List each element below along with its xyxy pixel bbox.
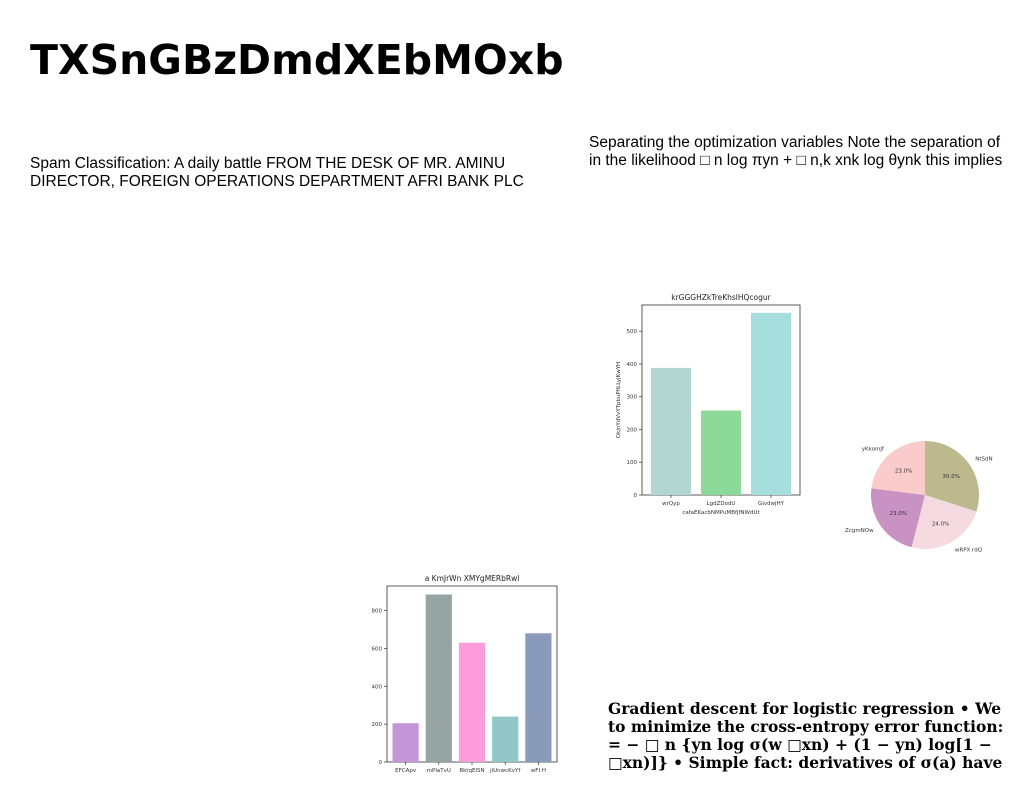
y-tick-label: 100	[627, 460, 638, 466]
pie-slice-label: NtSdN	[975, 456, 992, 462]
y-tick-label: 200	[627, 427, 638, 433]
pie-slice-label: ZcgmNOw	[845, 528, 874, 534]
gradient-descent-text: Gradient descent for logistic regression…	[608, 700, 1024, 772]
x-tick-label: LgdZDodU	[707, 501, 736, 507]
x-tick-label: mPIaTvU	[427, 768, 451, 774]
text-line: Spam Classification: A daily battle FROM…	[30, 155, 506, 172]
text-line: in the likelihood □ n log πyn + □ n,k xn…	[589, 152, 1003, 169]
text-line: to minimize the cross-entropy error func…	[608, 717, 1004, 736]
y-tick-label: 300	[627, 395, 638, 401]
bar-chart-top: krGGGHZkTreKhslHQcogur 0 100 200 300 400 500 wr…	[616, 293, 801, 516]
bar-chart-bottom: a KmJrWn XMYgMERbRwl 0 200 400 600 800 EFCApv m…	[372, 574, 558, 774]
y-axis-label: OkjnYdVvYTpbuPfiLLyjKwYH	[616, 362, 622, 438]
pie-slice	[871, 441, 925, 495]
text-line: Separating the optimization variables No…	[589, 134, 1000, 151]
y-tick-label: 500	[627, 329, 638, 335]
pie-slice	[925, 441, 979, 512]
pie-percent-label: 30.0%	[942, 474, 959, 480]
bar	[425, 594, 452, 762]
x-tick-label: jiUnwcKvYf	[489, 768, 521, 774]
pie-percent-label: 23.0%	[889, 511, 906, 517]
pie-percent-label: 23.0%	[895, 469, 912, 475]
x-tick-label: BktqEISN	[459, 768, 484, 774]
bar	[392, 723, 419, 762]
text-line: = − □ n {yn log σ(w □xn) + (1 − yn) log[…	[608, 735, 992, 754]
bar	[751, 312, 791, 495]
y-tick-label: 800	[372, 609, 383, 615]
bar	[525, 633, 552, 762]
bar	[701, 410, 741, 495]
chart-title: a KmJrWn XMYgMERbRwl	[425, 574, 520, 583]
text-line: DIRECTOR, FOREIGN OPERATIONS DEPARTMENT …	[30, 173, 524, 190]
y-tick-label: 200	[372, 722, 383, 728]
pie-percent-label: 24.0%	[932, 521, 949, 527]
text-line: □xn)]} • Simple fact: derivatives of σ(a…	[608, 753, 1003, 772]
pie-slice-label: yKkomJf	[862, 446, 885, 452]
page-title: TXSnGBzDmdXEbMOxb	[30, 36, 564, 84]
y-tick-label: 600	[372, 646, 383, 652]
pie-slice	[871, 488, 925, 548]
optimization-variables-text: Separating the optimization variables No…	[589, 134, 1024, 170]
x-tick-label: wrQyp	[662, 501, 680, 507]
pie-slice	[911, 495, 977, 549]
y-tick-label: 0	[634, 493, 638, 499]
x-tick-label: EFCApv	[395, 768, 417, 774]
y-tick-label: 400	[627, 362, 638, 368]
pie-chart: 30.0% NtSdN 24.0% wRPX rdQ 23.0% ZcgmNOw 23.0%…	[845, 441, 993, 553]
x-axis-label: cafaEKacbNMPuMBfjfNWdUt	[682, 510, 760, 516]
x-tick-label: wFI H	[531, 768, 546, 774]
chart-title: krGGGHZkTreKhslHQcogur	[671, 293, 771, 302]
x-tick-label: GivdwjHY	[758, 501, 785, 507]
bar	[492, 716, 519, 762]
text-line: Gradient descent for logistic regression…	[608, 699, 1002, 718]
y-tick-label: 0	[379, 760, 383, 766]
pie-slice-label: wRPX rdQ	[955, 547, 983, 553]
bar	[458, 642, 486, 762]
bar	[651, 367, 691, 495]
y-tick-label: 400	[372, 684, 383, 690]
spam-classification-text: Spam Classification: A daily battle FROM…	[30, 155, 570, 191]
